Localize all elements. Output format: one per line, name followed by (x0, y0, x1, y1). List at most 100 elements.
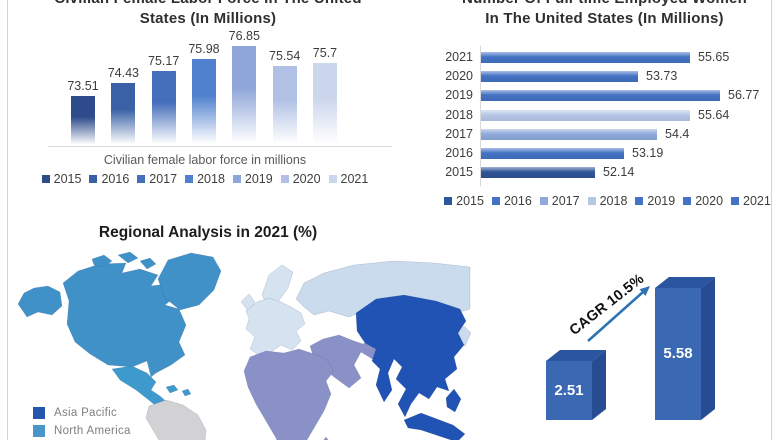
regional-analysis-title: Regional Analysis in 2021 (%) (98, 224, 318, 241)
labor-force-x-axis (48, 146, 392, 147)
employed-women-chart: Number Of Full-time Employed Women In Th… (435, 0, 780, 215)
row-year-label: 2019 (445, 88, 473, 102)
legend-swatch (280, 175, 289, 183)
north-america-swatch (33, 425, 45, 437)
legend-year-label: 2019 (647, 194, 676, 208)
bar-2020 (481, 71, 638, 82)
bar3d-front (655, 288, 701, 420)
legend-item: 2021 (731, 194, 771, 208)
bar-value-label: 56.77 (728, 88, 760, 102)
left-frame-line (7, 0, 8, 440)
labor-force-title: Civilian Female Labor Force In The Unite… (54, 0, 361, 27)
legend-swatch (539, 197, 548, 205)
row-year-label: 2017 (445, 127, 473, 141)
bar-2019 (232, 46, 257, 146)
legend-swatch (444, 197, 453, 205)
legend-year-label: 2016 (503, 194, 532, 208)
map-legend-asia-pacific: Asia Pacific (33, 407, 117, 419)
row-year-label: 2020 (445, 69, 473, 83)
legend-item: 2018 (587, 194, 628, 208)
legend-swatch (185, 175, 194, 183)
bar-2018 (481, 110, 690, 121)
bar-value-label: 75.7 (312, 46, 338, 60)
legend-swatch (89, 175, 98, 183)
employed-women-title: Number Of Full-time Employed Women In Th… (462, 0, 747, 27)
employed-women-legend: 2015 2016 2017 2018 2019 2020 2021 (435, 194, 780, 208)
bar-value-label: 75.54 (269, 49, 301, 63)
employed-women-y-axis (480, 46, 481, 186)
legend-year-label: 2017 (149, 172, 178, 186)
bar-value-label: 74.43 (107, 66, 139, 80)
bar3d-top (655, 277, 715, 288)
employed-women-plot: 2021 55.65 2020 53.73 2019 56.77 2018 55.64 2017… (435, 48, 780, 184)
bar-2016 (481, 148, 624, 159)
legend-item: 2021 (328, 172, 369, 186)
legend-item: 2015 (444, 194, 484, 208)
world-map (17, 251, 472, 440)
legend-swatch (731, 197, 740, 205)
bar-value-label: 55.64 (698, 108, 730, 122)
legend-year-label: 2021 (340, 172, 369, 186)
bar-value-label: 53.73 (646, 69, 678, 83)
bar-value-label: 73.51 (67, 79, 99, 93)
legend-swatch (232, 175, 241, 183)
legend-swatch (137, 175, 146, 183)
legend-year-label: 2017 (551, 194, 580, 208)
cagr-start-value: 2.51 (554, 381, 584, 399)
bar3d-front (546, 361, 592, 420)
bar3d-side (592, 350, 606, 420)
labor-force-series-label: Civilian female labor force in millions (103, 153, 307, 167)
legend-year-label: 2015 (53, 172, 82, 186)
bar-2015 (71, 96, 95, 146)
bar3d-side (701, 277, 715, 420)
labor-force-plot: 73.51 74.43 75.17 75.98 76.85 75.54 75.7 (10, 0, 400, 147)
bar-value-label: 55.65 (698, 50, 730, 64)
cagr-3d-bars (546, 277, 715, 420)
legend-year-label: 2020 (695, 194, 724, 208)
map-legend-north-america: North America (33, 425, 131, 437)
bar-value-label: 53.19 (632, 146, 664, 160)
cagr-arrow-head (639, 286, 650, 296)
legend-year-label: 2018 (599, 194, 628, 208)
legend-year-label: 2021 (743, 194, 771, 208)
labor-force-chart: Civilian Female Labor Force In The Unite… (10, 0, 405, 200)
bar-value-label: 54.4 (665, 127, 690, 141)
bar-2019 (481, 90, 720, 101)
bar-2017 (481, 129, 657, 140)
asia-pacific-label: Asia Pacific (54, 407, 118, 419)
bar-2015 (481, 167, 595, 178)
legend-item: 2015 (41, 172, 82, 186)
bar-value-label: 75.98 (188, 42, 220, 56)
legend-swatch (328, 175, 337, 183)
north-america-label: North America (54, 425, 131, 437)
legend-item: 2016 (89, 172, 129, 186)
row-year-label: 2018 (445, 108, 473, 122)
legend-item: 2018 (185, 172, 225, 186)
bar-2021 (312, 63, 337, 146)
legend-year-label: 2018 (197, 172, 225, 186)
bar-2020 (272, 66, 297, 146)
legend-year-label: 2019 (244, 172, 273, 186)
bar-2017 (151, 71, 176, 146)
asia-pacific-swatch (33, 407, 45, 419)
legend-item: 2020 (280, 172, 321, 186)
bar-value-label: 76.85 (228, 29, 260, 43)
legend-year-label: 2020 (292, 172, 321, 186)
legend-item: 2020 (683, 194, 723, 208)
cagr-arrow-line (587, 291, 644, 342)
legend-item: 2019 (635, 194, 675, 208)
bar-2018 (191, 59, 216, 146)
bar3d-top (546, 350, 606, 361)
legend-swatch (635, 197, 644, 205)
legend-year-label: 2016 (101, 172, 130, 186)
legend-swatch (41, 175, 50, 183)
legend-swatch (683, 197, 692, 205)
row-year-label: 2016 (445, 146, 473, 160)
bar-2021 (481, 52, 690, 63)
cagr-chart: 2.51 5.58 CAGR 10.5% (460, 250, 780, 440)
legend-swatch (491, 197, 500, 205)
regional-analysis-panel: Regional Analysis in 2021 (%) (8, 215, 474, 440)
legend-item: 2016 (491, 194, 532, 208)
right-frame-line (771, 0, 772, 440)
